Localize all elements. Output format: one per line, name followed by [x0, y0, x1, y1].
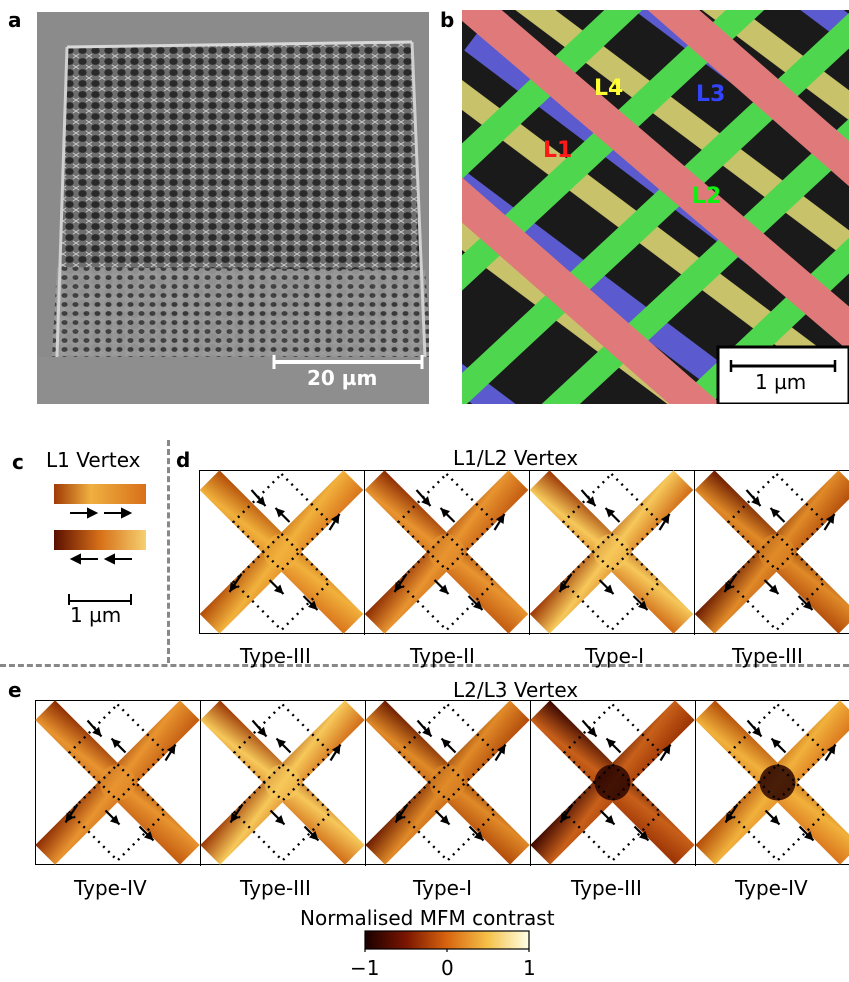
panel-d-mfm-images [199, 470, 849, 634]
panel-d-type-0: Type-III [240, 644, 311, 668]
panel-d-type-1: Type-II [410, 644, 475, 668]
colorbar-tick-max: 1 [523, 956, 536, 980]
panel-e-type-0: Type-IV [74, 876, 147, 900]
panel-d-tile-2 [529, 470, 694, 634]
panel-e-type-2: Type-I [413, 876, 473, 900]
colorbar-title: Normalised MFM contrast [300, 906, 555, 930]
panel-c-title: L1 Vertex [46, 448, 141, 472]
panel-e-tile-2 [365, 700, 530, 865]
panel-e-type-1: Type-III [240, 876, 311, 900]
panel-a-scalebar-label: 20 µm [307, 366, 378, 390]
panel-d-type-3: Type-III [732, 644, 803, 668]
colorbar-tick-min: −1 [350, 956, 380, 980]
layer-label-L1: L1 [543, 138, 573, 163]
panel-e-tile-3 [530, 700, 695, 865]
panel-c-label: c [12, 450, 24, 474]
panel-e-tile-0 [35, 700, 200, 865]
colorbar [364, 930, 530, 952]
panel-a-label: a [8, 8, 22, 32]
panel-e-label: e [8, 678, 22, 702]
layer-label-L4: L4 [594, 76, 624, 101]
panel-d-tile-3 [694, 470, 849, 634]
panel-d-frame [199, 470, 849, 635]
panel-e-type-3: Type-III [571, 876, 642, 900]
panel-c-scalebar-label: 1 µm [70, 603, 122, 627]
panel-d-type-2: Type-I [585, 644, 645, 668]
panel-e-type-4: Type-IV [735, 876, 808, 900]
panel-e-frame [35, 700, 849, 866]
panel-d-title: L1/L2 Vertex [453, 446, 579, 470]
panel-e-tile-4 [695, 700, 849, 865]
panel-b-scalebar-label: 1 µm [755, 370, 807, 394]
arrow-left-icon [69, 553, 132, 565]
arrow-right-icon [70, 507, 133, 519]
panel-c-vertex-images [54, 484, 146, 605]
colorbar-tick-mid: 0 [441, 956, 454, 980]
panel-b-label: b [440, 8, 455, 32]
layer-label-L2: L2 [692, 184, 722, 209]
panel-e-title: L2/L3 Vertex [453, 678, 579, 702]
panel-a-sem-image [37, 12, 429, 404]
panel-d-label: d [176, 448, 191, 472]
vertical-divider [167, 440, 170, 663]
panel-e-tile-1 [200, 700, 365, 865]
lattice-side-face [52, 267, 429, 357]
layer-L1-bars [462, 10, 849, 404]
panel-d-tile-1 [364, 470, 529, 634]
layer-label-L3: L3 [696, 82, 726, 107]
panel-b-colored-lattice [462, 10, 849, 404]
panel-d-tile-0 [199, 470, 364, 634]
panel-e-mfm-images [35, 700, 849, 865]
horizontal-divider [0, 664, 849, 667]
